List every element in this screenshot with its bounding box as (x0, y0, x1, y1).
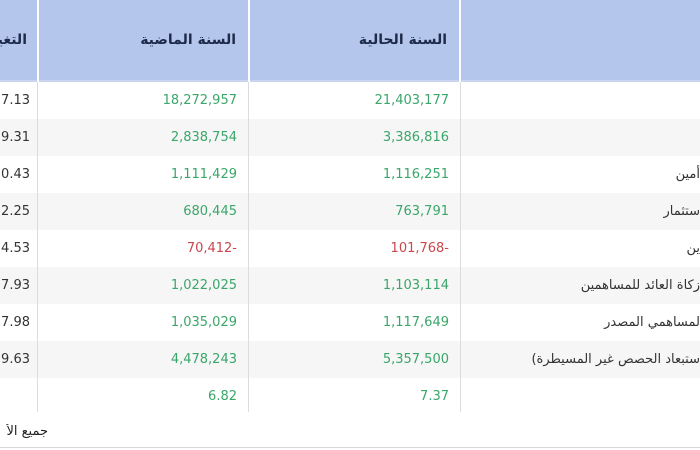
table-row: 4.53 70,412- 101,768- ين (0, 230, 700, 267)
footer-note: جميع الأ (6, 424, 48, 439)
change-cell: 2.25 (1, 204, 30, 219)
table-row: 9.31 2,838,754 3,386,816 (0, 119, 700, 156)
table-row: 7.13 18,272,957 21,403,177 (0, 82, 700, 119)
last-year-cell: 1,022,025 (170, 278, 237, 293)
current-year-cell: 3,386,816 (382, 130, 449, 145)
header-item (461, 0, 700, 82)
header-last-year-label: السنة الماضية (140, 32, 236, 48)
item-label: أمين (675, 167, 700, 182)
current-year-cell: 763,791 (395, 204, 449, 219)
change-cell: 9.63 (1, 352, 30, 367)
header-change: التغير (0, 0, 37, 82)
table-row: 9.63 4,478,243 5,357,500 ستبعاد الحصص غي… (0, 341, 700, 378)
change-cell: 7.98 (1, 315, 30, 330)
header-change-label: التغير (0, 32, 27, 48)
current-year-cell: 1,116,251 (382, 167, 449, 182)
change-cell: 7.93 (1, 278, 30, 293)
footer-divider (0, 447, 700, 448)
change-cell: 0.43 (1, 167, 30, 182)
header-current-year-label: السنة الحالية (358, 32, 447, 48)
change-cell: 4.53 (1, 241, 30, 256)
last-year-cell: 680,445 (183, 204, 237, 219)
column-divider (37, 82, 38, 412)
current-year-cell: 7.37 (420, 389, 449, 404)
change-cell: 7.13 (1, 93, 30, 108)
item-label: ستبعاد الحصص غير المسيطرة) (531, 352, 700, 367)
current-year-cell: 5,357,500 (382, 352, 449, 367)
change-cell (0, 378, 30, 415)
table-row: 6.82 7.37 (0, 378, 700, 415)
item-label (461, 82, 700, 119)
last-year-cell: 2,838,754 (170, 130, 237, 145)
table-row: 0.43 1,111,429 1,116,251 أمين (0, 156, 700, 193)
header-last-year: السنة الماضية (39, 0, 248, 82)
last-year-cell: 70,412- (186, 241, 237, 256)
item-label: لمساهمي المصدر (604, 315, 700, 330)
last-year-cell: 6.82 (208, 389, 237, 404)
change-cell: 9.31 (1, 130, 30, 145)
last-year-cell: 1,035,029 (170, 315, 237, 330)
current-year-cell: 1,117,649 (382, 315, 449, 330)
last-year-cell: 4,478,243 (170, 352, 237, 367)
table-row: 7.93 1,022,025 1,103,114 زكاة العائد للم… (0, 267, 700, 304)
table-row: 2.25 680,445 763,791 ستثمار (0, 193, 700, 230)
header-current-year: السنة الحالية (250, 0, 459, 82)
item-label (461, 119, 700, 156)
item-label (461, 378, 700, 415)
column-divider (248, 82, 249, 412)
item-label: ستثمار (663, 204, 700, 219)
column-divider (460, 82, 461, 412)
item-label: ين (686, 241, 700, 256)
current-year-cell: 1,103,114 (382, 278, 449, 293)
last-year-cell: 1,111,429 (170, 167, 237, 182)
current-year-cell: 101,768- (390, 241, 449, 256)
current-year-cell: 21,403,177 (374, 93, 449, 108)
table-row: 7.98 1,035,029 1,117,649 لمساهمي المصدر (0, 304, 700, 341)
item-label: زكاة العائد للمساهمين (580, 278, 700, 293)
last-year-cell: 18,272,957 (162, 93, 237, 108)
